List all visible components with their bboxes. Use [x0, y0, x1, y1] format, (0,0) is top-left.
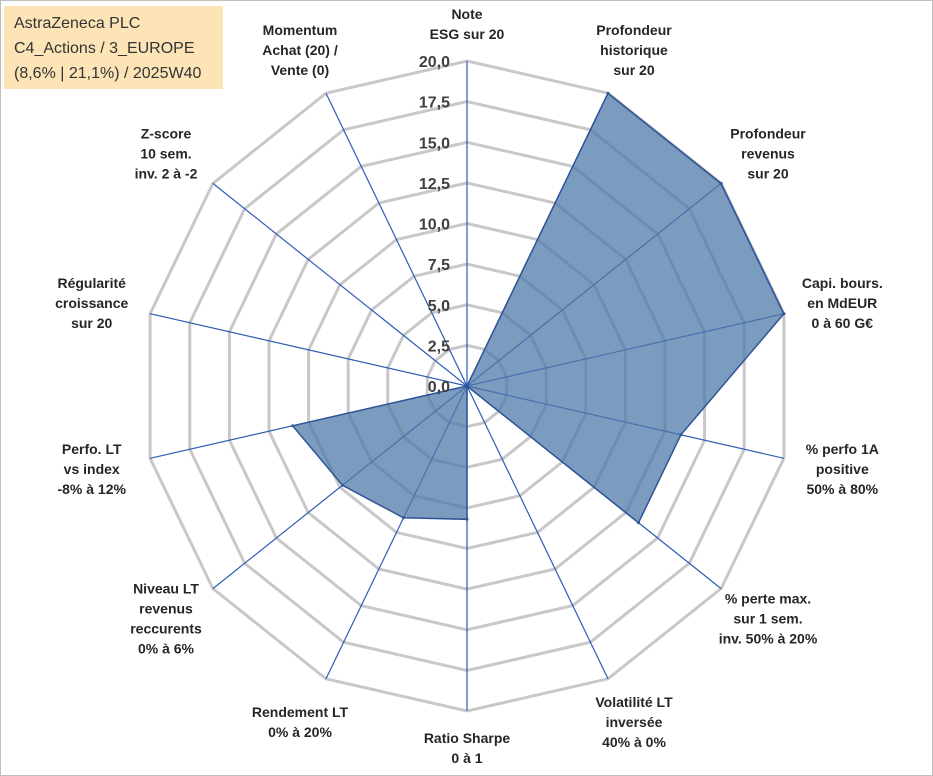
tick-label-0: 0,0	[428, 379, 450, 396]
category-label-13: Momentum Achat (20) / Vente (0)	[262, 22, 338, 78]
category-label-10-line-0: Perfo. LT	[62, 441, 122, 457]
info-company: AstraZeneca PLC	[14, 15, 141, 32]
spoke-13	[325, 92, 468, 387]
info-stats: (8,6% | 21,1%) / 2025W40	[14, 65, 202, 82]
category-label-3: Capi. bours. en MdEUR 0 à 60 G€	[802, 275, 883, 331]
category-label-5-line-0: % perte max.	[725, 591, 811, 607]
info-box: AstraZeneca PLC C4_Actions / 3_EUROPE (8…	[4, 6, 223, 89]
category-label-7-line-1: 0 à 1	[451, 750, 482, 766]
category-label-9-line-1: revenus	[139, 601, 193, 617]
data-point-5	[637, 521, 640, 525]
category-label-5-line-2: inv. 50% à 20%	[719, 631, 818, 647]
category-label-12-line-0: Z-score	[141, 125, 192, 141]
category-label-3-line-1: en MdEUR	[807, 295, 877, 311]
category-label-2-line-0: Profondeur	[730, 125, 806, 141]
series-area-0	[291, 92, 785, 524]
tick-label-1: 2,5	[428, 338, 450, 355]
category-label-11-line-1: croissance	[55, 295, 128, 311]
category-label-10-line-2: -8% à 12%	[57, 481, 126, 497]
category-label-11-line-2: sur 20	[71, 315, 112, 331]
data-point-9	[341, 483, 344, 487]
category-label-8-line-0: Rendement LT	[252, 704, 349, 720]
category-label-13-line-1: Achat (20) /	[262, 42, 338, 58]
tick-label-5: 12,5	[419, 176, 450, 193]
category-label-3-line-2: 0 à 60 G€	[812, 315, 874, 331]
data-point-2	[719, 181, 723, 185]
category-label-11: Régularité croissance sur 20	[55, 275, 128, 331]
spoke-6	[466, 385, 609, 680]
category-label-12-line-2: inv. 2 à -2	[135, 165, 198, 181]
data-point-8	[402, 516, 405, 520]
data-point-4	[679, 433, 683, 437]
tick-label-4: 10,0	[419, 217, 450, 234]
category-label-2: Profondeur revenus sur 20	[730, 125, 806, 181]
tick-label-3: 7,5	[428, 257, 450, 274]
category-label-10: Perfo. LT vs index -8% à 12%	[57, 441, 126, 497]
category-label-0: Note ESG sur 20	[430, 6, 505, 42]
category-label-13-line-2: Vente (0)	[271, 62, 329, 78]
data-point-3	[782, 312, 786, 316]
tick-label-8: 20,0	[419, 54, 450, 71]
category-label-11-line-0: Régularité	[57, 275, 126, 291]
category-label-3-line-0: Capi. bours.	[802, 275, 883, 291]
category-label-13-line-0: Momentum	[263, 22, 338, 38]
category-label-8-line-1: 0% à 20%	[268, 724, 332, 740]
category-label-1: Profondeur historique sur 20	[596, 22, 672, 78]
category-label-9-line-2: reccurents	[130, 621, 202, 637]
category-label-8: Rendement LT 0% à 20%	[252, 704, 349, 740]
tick-layer: 0,0 2,5 5,0 7,5 10,0 12,5 15,0 17,5 20,0	[419, 54, 450, 396]
category-label-6-line-2: 40% à 0%	[602, 734, 666, 750]
tick-label-2: 5,0	[428, 298, 450, 315]
category-label-7: Ratio Sharpe 0 à 1	[424, 730, 511, 766]
category-label-9-line-3: 0% à 6%	[138, 641, 195, 657]
category-label-4: % perfo 1A positive 50% à 80%	[806, 441, 879, 497]
category-label-6-line-0: Volatilité LT	[595, 694, 673, 710]
category-label-7-line-0: Ratio Sharpe	[424, 730, 511, 746]
category-label-2-line-1: revenus	[741, 145, 795, 161]
category-label-0-line-1: ESG sur 20	[430, 26, 505, 42]
category-label-1-line-2: sur 20	[613, 62, 654, 78]
tick-label-7: 17,5	[419, 95, 450, 112]
category-label-layer: Note ESG sur 20 Profondeur historique sur 20…	[55, 6, 883, 766]
data-point-1	[606, 91, 610, 95]
category-label-1-line-1: historique	[600, 42, 668, 58]
spoke-11	[149, 313, 468, 387]
category-label-4-line-2: 50% à 80%	[806, 481, 878, 497]
category-label-2-line-2: sur 20	[747, 165, 788, 181]
category-label-10-line-1: vs index	[64, 461, 120, 477]
category-label-1-line-0: Profondeur	[596, 22, 672, 38]
category-label-12-line-1: 10 sem.	[140, 145, 191, 161]
info-category: C4_Actions / 3_EUROPE	[14, 40, 195, 57]
data-point-10	[291, 424, 295, 428]
tick-label-6: 15,0	[419, 135, 450, 152]
data-point-7	[465, 517, 469, 521]
category-label-9: Niveau LT revenus reccurents 0% à 6%	[130, 581, 202, 657]
category-label-9-line-0: Niveau LT	[133, 581, 199, 597]
category-label-12: Z-score 10 sem. inv. 2 à -2	[135, 125, 198, 181]
category-label-6: Volatilité LT inversée 40% à 0%	[595, 694, 673, 750]
category-label-0-line-0: Note	[451, 6, 482, 22]
category-label-4-line-0: % perfo 1A	[806, 441, 879, 457]
series-layer	[291, 91, 786, 525]
spoke-12	[212, 182, 468, 387]
category-label-5-line-1: sur 1 sem.	[733, 611, 802, 627]
category-label-4-line-1: positive	[816, 461, 869, 477]
data-point-13	[465, 384, 469, 388]
category-label-5: % perte max. sur 1 sem. inv. 50% à 20%	[719, 591, 818, 647]
category-label-6-line-1: inversée	[606, 714, 663, 730]
